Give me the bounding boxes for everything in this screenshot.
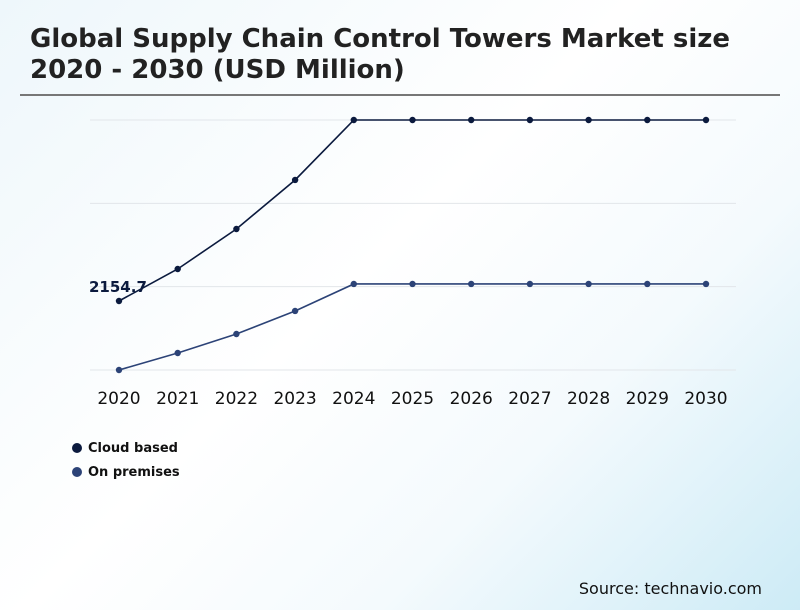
data-point — [174, 349, 181, 357]
x-tick-label: 2028 — [567, 389, 610, 409]
x-tick-label: 2026 — [450, 389, 493, 409]
legend: Cloud based On premises — [72, 436, 180, 484]
data-point — [585, 116, 592, 124]
data-point — [115, 297, 123, 305]
data-point — [585, 280, 592, 288]
data-point — [468, 116, 475, 124]
x-tick-label: 2022 — [215, 389, 258, 409]
data-point — [409, 280, 416, 288]
x-tick-label: 2020 — [97, 389, 140, 409]
legend-item-on-premises[interactable]: On premises — [72, 460, 180, 484]
x-tick-label: 2021 — [156, 389, 199, 409]
data-point — [291, 176, 299, 184]
data-point — [526, 116, 534, 124]
legend-marker — [72, 443, 82, 453]
data-point — [644, 116, 651, 124]
legend-marker — [72, 467, 82, 477]
data-point — [350, 116, 357, 124]
chart-title: Global Supply Chain Control Towers Marke… — [30, 24, 730, 85]
data-point — [115, 366, 123, 374]
x-tick-label: 2030 — [684, 389, 727, 409]
data-point — [291, 307, 299, 315]
data-point — [174, 265, 181, 273]
series-line-on-premises — [118, 283, 706, 371]
data-point — [702, 116, 710, 124]
data-point — [644, 280, 651, 288]
data-point — [233, 225, 240, 233]
legend-label: On premises — [88, 464, 180, 480]
legend-label: Cloud based — [88, 440, 178, 456]
data-point — [409, 116, 416, 124]
title-divider — [20, 94, 780, 96]
x-tick-label: 2027 — [508, 389, 551, 409]
x-tick-label: 2024 — [332, 389, 375, 409]
source-credit: Source: technavio.com — [578, 579, 762, 598]
x-tick-label: 2023 — [273, 389, 316, 409]
legend-item-cloud-based[interactable]: Cloud based — [72, 436, 180, 460]
x-tick-label: 2025 — [391, 389, 434, 409]
series-line-cloud-based — [118, 119, 706, 302]
x-tick-label: 2029 — [626, 389, 669, 409]
data-point — [350, 280, 357, 288]
data-label: 2154.7 — [89, 278, 147, 296]
data-point — [468, 280, 475, 288]
data-point — [702, 280, 710, 288]
data-point — [233, 330, 240, 338]
data-point — [526, 280, 534, 288]
